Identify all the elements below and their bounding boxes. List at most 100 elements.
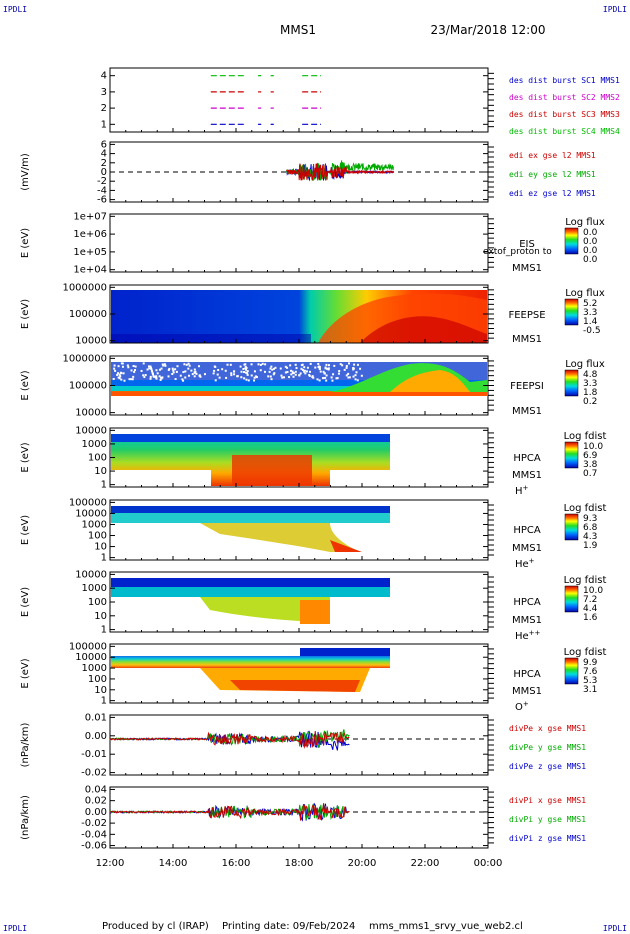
speckle-dot: [240, 376, 243, 379]
colorbar-tick-label: 9.9: [583, 658, 598, 668]
speckle-dot: [327, 367, 330, 370]
instrument-label: FEEPSI: [510, 381, 544, 392]
speckle-dot: [239, 365, 242, 368]
feepsi-bottom-band: [111, 392, 487, 396]
y-axis-label: E (eV): [20, 442, 31, 472]
speckle-dot: [294, 363, 297, 366]
speckle-dot: [270, 365, 273, 368]
speckle-dot: [179, 374, 182, 377]
y-axis-label: E (eV): [20, 228, 31, 258]
speckle-dot: [330, 376, 333, 379]
spacecraft-title: MMS1: [280, 23, 316, 37]
speckle-dot: [188, 374, 191, 377]
speckle-dot: [216, 373, 219, 376]
hpca-o-top-band: [300, 648, 390, 656]
colorbar-title: Log flux: [565, 288, 605, 299]
speckle-dot: [119, 371, 122, 374]
panel-burst: 1 2 3 4 des dist burst SC1 MMS1 des dist burs…: [101, 67, 620, 136]
speckle-dot: [335, 377, 338, 380]
speckle-dot: [151, 373, 154, 376]
speckle-dot: [269, 375, 272, 378]
speckle-dot: [144, 374, 147, 377]
speckle-dot: [225, 376, 228, 379]
speckle-dot: [360, 374, 363, 377]
speckle-dot: [284, 365, 287, 368]
colorbar-tick-label: 5.3: [583, 676, 597, 686]
speckle-dot: [118, 377, 121, 380]
colorbar-tick-label: 0.7: [583, 469, 597, 479]
x-tick-label: 18:00: [285, 858, 314, 869]
species-label: O+: [515, 700, 529, 713]
speckle-dot: [147, 365, 150, 368]
speckle-dot: [155, 376, 158, 379]
speckle-dot: [356, 363, 359, 366]
speckle-dot: [149, 377, 152, 380]
legend-entry: des dist burst SC3 MMS3: [509, 110, 620, 119]
y-tick-label: -4: [97, 185, 107, 196]
spacecraft-label: MMS1: [512, 615, 542, 626]
speckle-dot: [183, 363, 186, 366]
y-tick-label: 1000: [82, 583, 107, 594]
speckle-dot: [214, 379, 217, 382]
panel-hpca_h: 10000 1000 100 10 1 E (eV) Log fdist10.06.93.8…: [20, 425, 606, 497]
x-tick-label: 22:00: [411, 858, 440, 869]
speckle-dot: [308, 374, 311, 377]
speckle-dot: [288, 376, 291, 379]
speckle-dot: [212, 372, 215, 375]
y-tick-label: 100000: [69, 309, 107, 320]
y-tick-label: 10: [94, 542, 107, 553]
colorbar-tick-label: 1.6: [583, 613, 598, 623]
species-charge: +: [523, 484, 529, 492]
y-tick-label: 10000: [75, 508, 107, 519]
speckle-dot: [187, 362, 190, 365]
speckle-dot: [184, 370, 187, 373]
x-tick-label: 14:00: [159, 858, 188, 869]
speckle-dot: [270, 378, 273, 381]
speckle-dot: [232, 370, 235, 373]
speckle-dot: [172, 369, 175, 372]
y-tick-label: -0.02: [81, 768, 107, 779]
legend-entry: des dist burst SC1 MMS1: [509, 76, 620, 85]
y-tick-label: 1000: [82, 439, 107, 450]
colorbar-title: Log fdist: [564, 503, 607, 514]
speckle-dot: [267, 375, 270, 378]
colorbar-tick-label: 3.1: [583, 685, 597, 695]
speckle-dot: [295, 367, 298, 370]
colorbar-tick-label: 0.0: [583, 228, 598, 238]
speckle-dot: [171, 372, 174, 375]
colorbar: [564, 657, 579, 685]
y-tick-label: 100000: [69, 497, 107, 508]
speckle-dot: [127, 366, 130, 369]
speckle-dot: [282, 376, 285, 379]
speckle-dot: [309, 370, 312, 373]
speckle-dot: [245, 366, 248, 369]
speckle-dot: [203, 373, 206, 376]
y-tick-label: 100: [88, 453, 107, 464]
speckle-dot: [175, 370, 178, 373]
speckle-dot: [257, 363, 260, 366]
speckle-dot: [333, 364, 336, 367]
y-axis-label: (mV/m): [20, 153, 31, 191]
speckle-dot: [158, 375, 161, 378]
speckle-dot: [269, 367, 272, 370]
y-tick-label: 2: [101, 158, 107, 169]
y-tick-label: 100000: [69, 381, 107, 392]
speckle-dot: [120, 378, 123, 381]
speckle-dot: [263, 370, 266, 373]
speckle-dot: [199, 375, 202, 378]
speckle-dot: [259, 363, 262, 366]
speckle-dot: [322, 370, 325, 373]
spacecraft-label: MMS1: [512, 686, 542, 697]
speckle-dot: [338, 370, 341, 373]
species-charge: +: [523, 700, 529, 708]
speckle-dot: [146, 368, 149, 371]
speckle-dot: [259, 369, 262, 372]
feepsi-cyan-band: [111, 386, 487, 391]
speckle-dot: [134, 365, 137, 368]
colorbar-tick-label: 1.9: [583, 541, 598, 551]
y-tick-label: 1e+05: [73, 247, 107, 258]
colorbar-title: Log flux: [565, 217, 605, 228]
corner-label-bottom-right: IPDLI: [603, 924, 627, 933]
species-label: He++: [515, 629, 541, 642]
